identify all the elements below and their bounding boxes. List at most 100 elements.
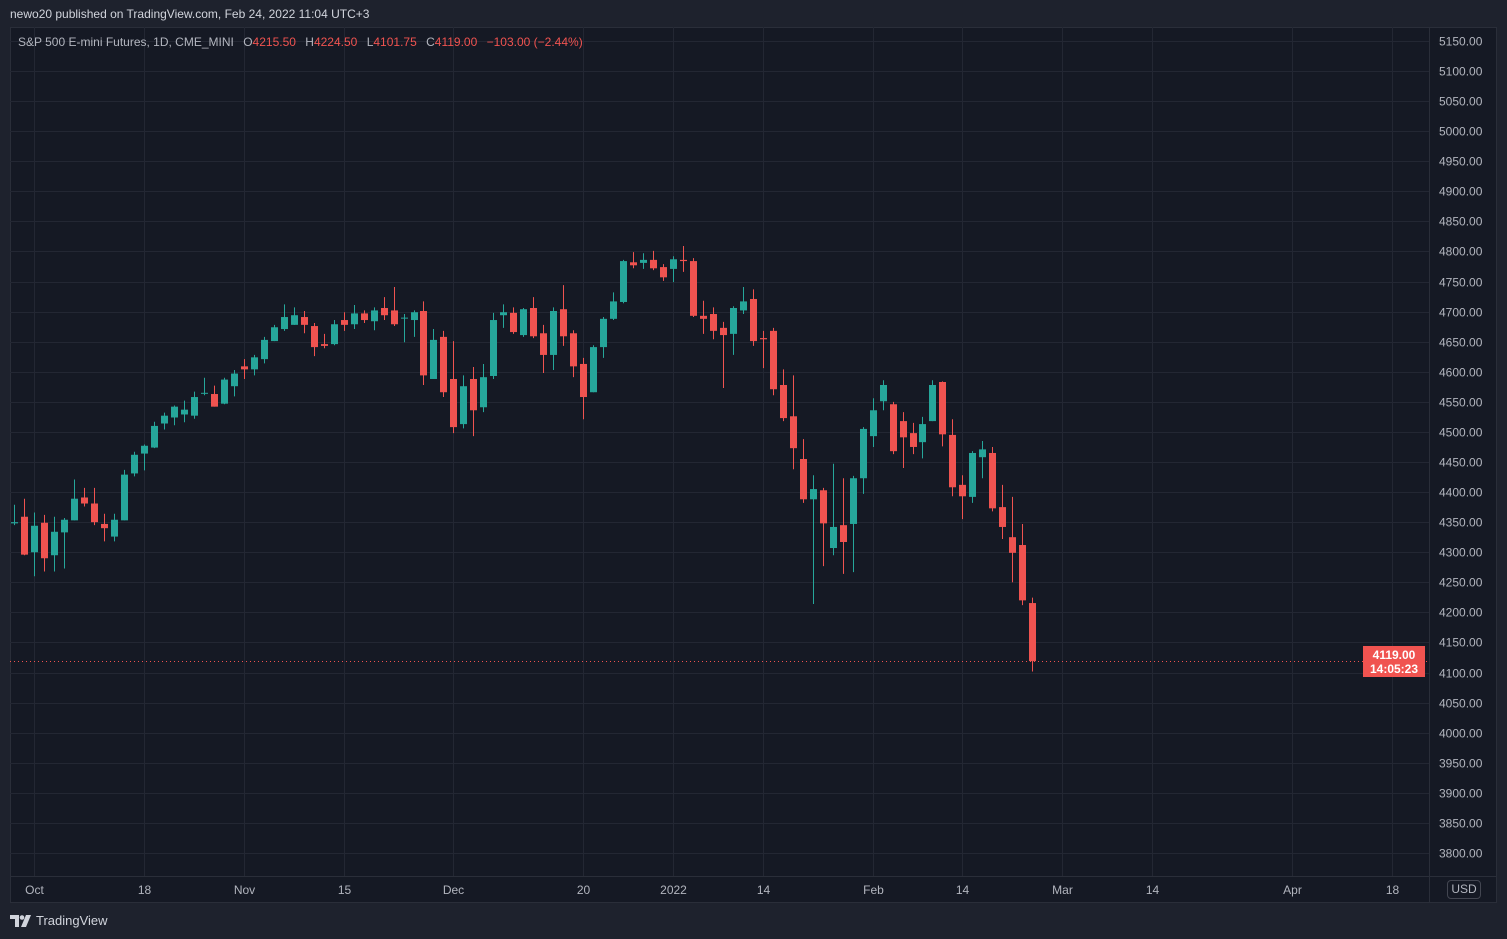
candle-down: [81, 487, 88, 507]
candle-body: [690, 261, 697, 316]
candle-up: [371, 307, 378, 331]
candle-down: [820, 487, 827, 567]
candle-up: [500, 304, 507, 328]
candle-body: [490, 320, 497, 376]
price-tick-label: 4300.00: [1439, 546, 1483, 560]
candle-up: [141, 444, 148, 471]
bar-countdown: 14:05:23: [1369, 662, 1419, 676]
currency-badge[interactable]: USD: [1447, 880, 1481, 899]
candle-up: [401, 314, 408, 343]
candle-down: [780, 369, 787, 422]
symbol-name[interactable]: S&P 500 E-mini Futures, 1D, CME_MINI: [18, 35, 234, 49]
candle-body: [999, 507, 1006, 527]
candle-down: [560, 285, 567, 346]
candle-down: [91, 487, 98, 526]
candle-body: [131, 454, 138, 474]
candle-down: [910, 422, 917, 455]
candle-body: [71, 498, 78, 521]
candle-body: [381, 308, 388, 316]
high-label: H: [305, 35, 314, 49]
candle-up: [600, 317, 607, 358]
low-label: L: [366, 35, 374, 49]
candle-body: [900, 421, 907, 438]
candle-body: [560, 309, 567, 337]
candle-body: [989, 452, 996, 509]
price-tick-label: 4850.00: [1439, 215, 1483, 229]
candle-body: [720, 327, 727, 336]
candle-body: [361, 313, 368, 321]
candle-up: [620, 259, 627, 304]
candle-down: [341, 312, 348, 331]
symbol-legend: S&P 500 E-mini Futures, 1D, CME_MINI O42…: [18, 35, 583, 49]
candle-body: [291, 315, 298, 325]
candle-body: [161, 415, 168, 424]
candle-body: [570, 333, 577, 367]
open-label: O: [243, 35, 253, 49]
price-tick-label: 4200.00: [1439, 606, 1483, 620]
low-value: 4101.75: [373, 35, 417, 49]
candle-down: [890, 401, 897, 455]
candle-body: [181, 409, 188, 415]
candle-body: [650, 259, 657, 269]
tradingview-wordmark[interactable]: TradingView: [36, 913, 108, 928]
candle-down: [939, 381, 946, 447]
candle-up: [830, 463, 837, 556]
candle-up: [261, 336, 268, 364]
candle-down: [361, 310, 368, 324]
candle-body: [610, 301, 617, 319]
candle-down: [241, 359, 248, 379]
candle-up: [919, 416, 926, 459]
candle-down: [321, 333, 328, 349]
candle-body: [450, 378, 457, 428]
price-tick-label: 4750.00: [1439, 276, 1483, 290]
candle-body: [221, 379, 228, 404]
candle-body: [550, 311, 557, 355]
candle-body: [251, 357, 258, 370]
candle-up: [291, 307, 298, 325]
candle-body: [979, 449, 986, 458]
candle-up: [231, 369, 238, 397]
price-axis[interactable]: 5150.00 5100.00 5050.00 5000.00 4950.00 4900.…: [1439, 35, 1483, 861]
candle-body: [850, 478, 857, 524]
candle-up: [71, 479, 78, 521]
candle-body: [121, 474, 128, 521]
candle-body: [311, 326, 318, 348]
candle-body: [870, 410, 877, 437]
candle-down: [530, 297, 537, 339]
candle-down: [301, 311, 308, 334]
candle-up: [201, 377, 208, 396]
candle-down: [840, 478, 847, 574]
change-value: −103.00 (−2.44%): [486, 35, 583, 49]
candle-body: [420, 311, 427, 376]
candle-down: [540, 324, 547, 373]
candle-up: [850, 475, 857, 573]
candle-body: [171, 406, 178, 418]
candlestick-chart[interactable]: 5150.00 5100.00 5050.00 5000.00 4950.00 4900.…: [10, 27, 1497, 903]
candle-down: [790, 375, 797, 470]
candle-body: [21, 516, 28, 555]
time-axis[interactable]: Oct 18 Nov 15 Dec 20 2022 14 Feb 14 Mar 14 Apr 18: [25, 883, 1399, 897]
candle-up: [171, 405, 178, 426]
price-tick-label: 4700.00: [1439, 306, 1483, 320]
candle-body: [830, 526, 837, 549]
candle-up: [979, 440, 986, 479]
candle-body: [910, 433, 917, 447]
candle-body: [460, 386, 467, 425]
time-tick-label: 2022: [660, 883, 687, 897]
candle-body: [680, 259, 687, 262]
candle-up: [870, 398, 877, 447]
candle-body: [51, 531, 58, 556]
candle-down: [949, 419, 956, 497]
time-tick-label: 14: [956, 883, 970, 897]
time-tick-label: 18: [138, 883, 152, 897]
candle-down: [900, 412, 907, 469]
candle-body: [191, 397, 198, 416]
candle-body: [600, 318, 607, 348]
candle-down: [101, 513, 108, 542]
candle-down: [450, 341, 457, 434]
candle-down: [700, 300, 707, 334]
candle-down: [770, 327, 777, 396]
price-tick-label: 4050.00: [1439, 697, 1483, 711]
candle-body: [101, 523, 108, 529]
price-tick-label: 3800.00: [1439, 847, 1483, 861]
